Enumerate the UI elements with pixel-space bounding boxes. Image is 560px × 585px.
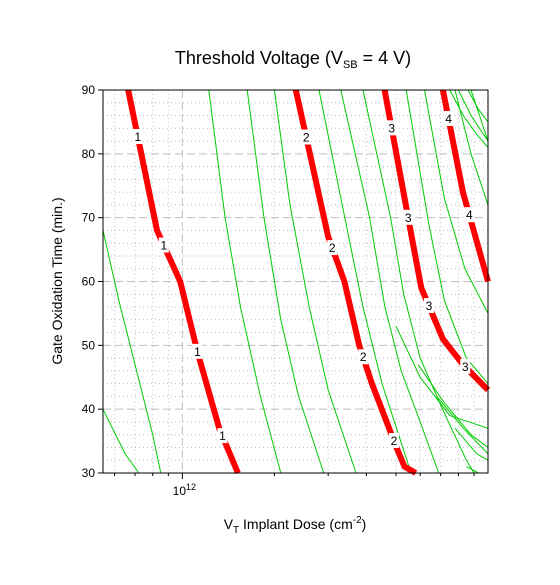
contour-label: 3	[405, 211, 412, 225]
contour-label-bg	[132, 129, 143, 145]
contour-label: 1	[194, 345, 201, 359]
contour-label-bg	[464, 207, 475, 223]
minor-contour-line	[102, 230, 162, 474]
y-axis-ticks: 30 40 50 60 70 80 90	[82, 83, 103, 480]
contour-label-bg	[403, 209, 414, 225]
minor-contour-line	[470, 89, 489, 142]
minor-contour-line	[449, 89, 489, 148]
contour-label: 2	[391, 434, 398, 448]
contour-label: 2	[329, 241, 336, 255]
minor-contours	[102, 89, 489, 474]
minor-contour-line	[457, 89, 489, 142]
minor-contour-line	[340, 89, 440, 474]
chart-title: Threshold Voltage (VSB = 4 V)	[175, 48, 411, 71]
contour-label: 4	[466, 208, 473, 222]
y-tick-label: 90	[82, 83, 96, 97]
minor-contour-line	[362, 89, 475, 474]
minor-contour-line	[208, 89, 282, 474]
minor-contour-line	[102, 408, 140, 474]
y-tick-label: 30	[82, 466, 96, 480]
contour-label-bg	[192, 343, 203, 359]
minor-contour-line	[466, 466, 479, 474]
contour-label: 3	[426, 299, 433, 313]
minor-contour-line	[454, 427, 489, 461]
y-tick-label: 70	[82, 211, 96, 225]
contour-label-bg	[389, 432, 400, 448]
y-tick-label: 80	[82, 147, 96, 161]
y-tick-label: 60	[82, 275, 96, 289]
grid	[103, 90, 488, 473]
contour-label-bg	[327, 240, 338, 256]
contour-label-bg	[217, 428, 228, 444]
minor-contour-line	[467, 89, 489, 123]
minor-contour-line	[318, 89, 412, 474]
contour-labels: 1 1 1 1 2 2 2 2 3 3 3 3 4 4	[132, 110, 475, 448]
y-tick-label: 50	[82, 338, 96, 352]
contour-label-bg	[423, 298, 434, 314]
contour-label-bg	[301, 129, 312, 145]
minor-contour-line	[405, 89, 489, 384]
contour-label: 1	[161, 239, 168, 253]
x-tick-label: 1012	[173, 482, 196, 498]
contour-label-bg	[386, 120, 397, 136]
minor-contour-line	[454, 89, 489, 206]
y-tick-label: 40	[82, 402, 96, 416]
contour-label: 2	[360, 350, 367, 364]
contour-label: 4	[445, 112, 452, 126]
contour-label: 3	[462, 360, 469, 374]
contour-label-bg	[460, 358, 471, 374]
contour-label: 1	[134, 130, 141, 144]
minor-contour-line	[395, 325, 489, 429]
x-axis-ticks: 1012	[114, 473, 475, 498]
contour-label: 2	[303, 131, 310, 145]
contour-label-bg	[158, 237, 169, 253]
y-axis-title: Gate Oxidation Time (min.)	[49, 197, 65, 364]
contour-label: 1	[219, 429, 226, 443]
contour-label: 3	[388, 121, 395, 135]
minor-contour-line	[436, 396, 489, 455]
x-axis-title: VT Implant Dose (cm-2)	[224, 515, 367, 536]
minor-contour-line	[246, 89, 325, 474]
minor-contour-line	[417, 364, 489, 448]
minor-contour-line	[424, 89, 489, 314]
contour-label-bg	[443, 110, 454, 126]
minor-contour-line	[273, 89, 357, 474]
contour-label-bg	[358, 349, 369, 365]
